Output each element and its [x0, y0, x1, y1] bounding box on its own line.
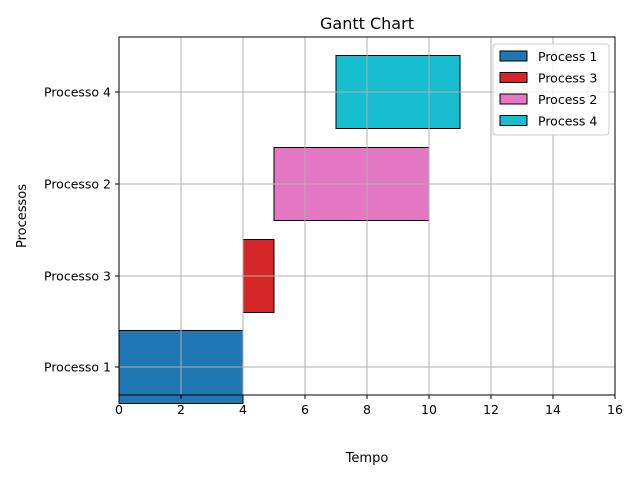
x-tick-label: 12 [483, 402, 499, 417]
y-tick-label: Processo 2 [44, 177, 111, 192]
x-tick-label: 2 [177, 402, 185, 417]
chart-title: Gantt Chart [320, 14, 414, 33]
y-axis-label: Processos [15, 184, 30, 248]
legend-label: Process 1 [538, 49, 597, 64]
x-tick-label: 4 [239, 402, 247, 417]
x-axis-label: Tempo [345, 451, 389, 466]
x-tick-label: 6 [301, 402, 309, 417]
legend-swatch [499, 115, 528, 126]
legend-label: Process 4 [538, 114, 597, 129]
legend-swatch [499, 50, 528, 62]
x-tick-label: 8 [363, 402, 371, 417]
legend: Process 1 Process 3 Process 2 Process 4 [492, 43, 610, 136]
y-axis-ticks: Processo 1 Processo 3 Processo 2 Processo 4 [44, 85, 119, 375]
legend-swatch [499, 93, 528, 105]
legend-label: Process 3 [538, 71, 597, 86]
bars-group [118, 55, 461, 404]
y-tick-label: Processo 3 [44, 269, 111, 284]
y-tick-label: Processo 1 [44, 360, 111, 375]
y-tick-label: Processo 4 [44, 85, 111, 100]
x-tick-label: 0 [115, 402, 123, 417]
x-tick-label: 16 [607, 402, 623, 417]
legend-swatch [499, 72, 528, 83]
x-tick-label: 14 [545, 402, 561, 417]
legend-box [492, 43, 610, 136]
x-tick-label: 10 [421, 402, 437, 417]
x-axis-ticks: 0 2 4 6 8 10 12 14 16 [115, 395, 623, 417]
legend-label: Process 2 [538, 92, 597, 107]
